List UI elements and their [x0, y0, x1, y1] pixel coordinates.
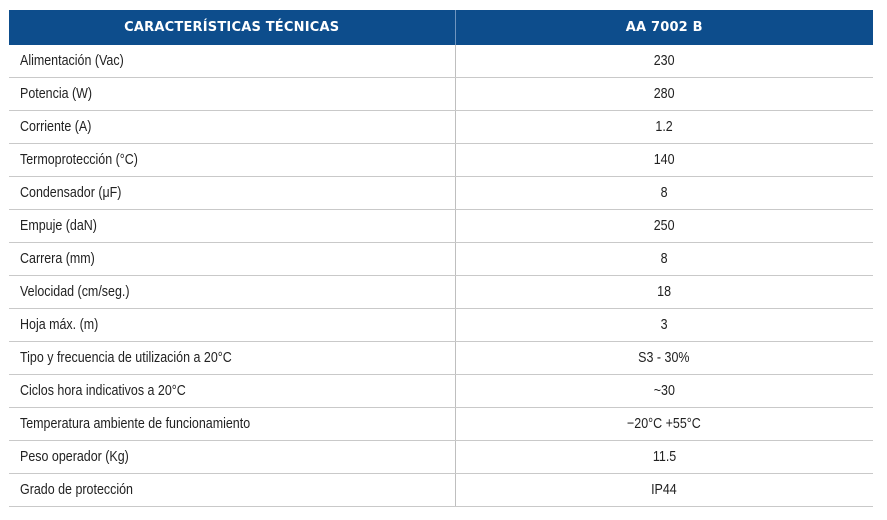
- table-body: Alimentación (Vac) 230 Potencia (W) 280 Corr…: [9, 45, 873, 507]
- spec-value: 8: [660, 251, 668, 267]
- table-row: Carrera (mm) 8: [9, 242, 873, 276]
- spec-value: 3: [660, 317, 668, 333]
- spec-value-cell: 280: [455, 77, 873, 111]
- spec-label: Condensador (μF): [20, 185, 122, 201]
- header-row: CARACTERÍSTICAS TÉCNICAS AA 7002 B: [9, 10, 873, 45]
- spec-label: Empuje (daN): [20, 218, 97, 234]
- spec-label-cell: Ciclos hora indicativos a 20°C: [9, 374, 456, 408]
- spec-value-cell: −20°C +55°C: [455, 407, 873, 441]
- spec-value-cell: 230: [455, 45, 873, 78]
- table-row: Ciclos hora indicativos a 20°C ~30: [9, 374, 873, 408]
- table-row: Termoprotección (°C) 140: [9, 143, 873, 177]
- table-row: Tipo y frecuencia de utilización a 20°C S…: [9, 341, 873, 375]
- spec-label-cell: Alimentación (Vac): [9, 45, 456, 78]
- spec-value: 280: [653, 86, 675, 102]
- spec-label: Hoja máx. (m): [20, 317, 99, 333]
- spec-label-cell: Potencia (W): [9, 77, 456, 111]
- table-row: Temperatura ambiente de funcionamiento −2…: [9, 407, 873, 441]
- spec-label-cell: Termoprotección (°C): [9, 143, 456, 177]
- spec-value-cell: ~30: [455, 374, 873, 408]
- spec-value: 8: [660, 185, 668, 201]
- spec-label: Corriente (A): [20, 119, 92, 135]
- spec-value: 18: [657, 284, 672, 300]
- spec-value: 140: [653, 152, 675, 168]
- spec-value: 1.2: [655, 119, 673, 135]
- header-model: AA 7002 B: [455, 10, 873, 45]
- spec-label-cell: Grado de protección: [9, 473, 456, 507]
- table-row: Potencia (W) 280: [9, 77, 873, 111]
- spec-value-cell: S3 - 30%: [455, 341, 873, 375]
- spec-label: Tipo y frecuencia de utilización a 20°C: [20, 350, 232, 366]
- spec-value-cell: 1.2: [455, 110, 873, 144]
- spec-label-cell: Hoja máx. (m): [9, 308, 456, 342]
- spec-value-cell: 140: [455, 143, 873, 177]
- spec-label-cell: Condensador (μF): [9, 176, 456, 210]
- spec-label: Potencia (W): [20, 86, 93, 102]
- spec-value-cell: 250: [455, 209, 873, 243]
- spec-label-cell: Carrera (mm): [9, 242, 456, 276]
- spec-label: Ciclos hora indicativos a 20°C: [20, 383, 186, 399]
- spec-value-cell: 11.5: [455, 440, 873, 474]
- spec-label-cell: Empuje (daN): [9, 209, 456, 243]
- table-row: Grado de protección IP44: [9, 473, 873, 507]
- spec-label: Carrera (mm): [20, 251, 95, 267]
- spec-value: ~30: [653, 383, 675, 399]
- table-row: Condensador (μF) 8: [9, 176, 873, 210]
- header-characteristics: CARACTERÍSTICAS TÉCNICAS: [9, 10, 456, 45]
- spec-value-cell: IP44: [455, 473, 873, 507]
- spec-value: 11.5: [652, 449, 676, 465]
- spec-label: Grado de protección: [20, 482, 133, 498]
- spec-label-cell: Corriente (A): [9, 110, 456, 144]
- spec-value: IP44: [651, 482, 678, 498]
- table-header: CARACTERÍSTICAS TÉCNICAS AA 7002 B: [9, 10, 873, 45]
- spec-value: S3 - 30%: [638, 350, 690, 366]
- table-row: Hoja máx. (m) 3: [9, 308, 873, 342]
- spec-label-cell: Peso operador (Kg): [9, 440, 456, 474]
- table-row: Alimentación (Vac) 230: [9, 45, 873, 78]
- spec-label: Velocidad (cm/seg.): [20, 284, 130, 300]
- spec-label-cell: Temperatura ambiente de funcionamiento: [9, 407, 456, 441]
- spec-value: −20°C +55°C: [627, 416, 702, 432]
- spec-value-cell: 3: [455, 308, 873, 342]
- spec-label: Temperatura ambiente de funcionamiento: [20, 416, 251, 432]
- spec-label: Peso operador (Kg): [20, 449, 129, 465]
- table-row: Corriente (A) 1.2: [9, 110, 873, 144]
- table-row: Empuje (daN) 250: [9, 209, 873, 243]
- table-row: Peso operador (Kg) 11.5: [9, 440, 873, 474]
- spec-value-cell: 8: [455, 242, 873, 276]
- table-row: Velocidad (cm/seg.) 18: [9, 275, 873, 309]
- spec-value: 230: [653, 53, 675, 69]
- spec-value-cell: 8: [455, 176, 873, 210]
- spec-label-cell: Tipo y frecuencia de utilización a 20°C: [9, 341, 456, 375]
- spec-value-cell: 18: [455, 275, 873, 309]
- specifications-table: CARACTERÍSTICAS TÉCNICAS AA 7002 B Alime…: [9, 10, 873, 507]
- spec-value: 250: [653, 218, 675, 234]
- spec-label-cell: Velocidad (cm/seg.): [9, 275, 456, 309]
- spec-label: Alimentación (Vac): [20, 53, 124, 69]
- spec-label: Termoprotección (°C): [20, 152, 138, 168]
